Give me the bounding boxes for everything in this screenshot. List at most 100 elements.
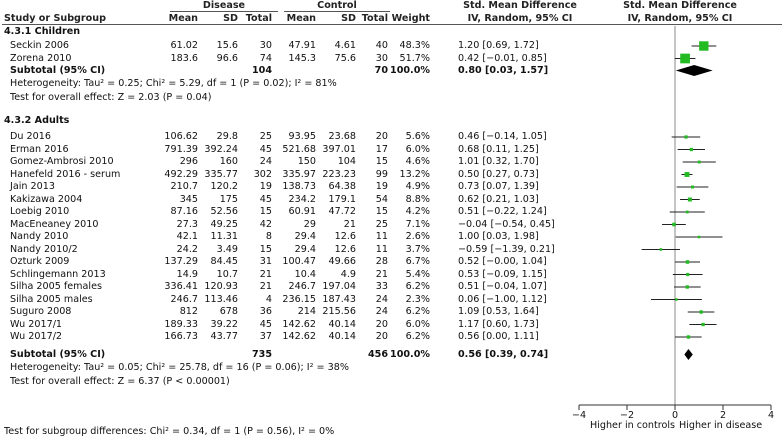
mean1-header: Mean [168, 13, 198, 24]
study-point [701, 322, 705, 327]
disease-total: 19 [259, 181, 272, 192]
disease-mean: 812 [179, 306, 198, 317]
control-sd: 4.61 [334, 40, 356, 51]
study-point [699, 41, 709, 51]
disease-total: 31 [259, 256, 272, 267]
control-group-header: Control [317, 0, 357, 11]
heterogeneity-text: Heterogeneity: Tau² = 0.25; Chi² = 5.29,… [10, 78, 337, 89]
control-sd: 104 [337, 156, 356, 167]
study-ci: 0.62 [0.21, 1.03] [458, 193, 539, 205]
disease-mean: 166.73 [164, 331, 198, 342]
study-ci: −0.04 [−0.54, 0.45] [458, 218, 555, 230]
subtotal-n1: 104 [251, 65, 272, 76]
subtotal-label: Subtotal (95% CI) [10, 349, 106, 360]
control-total: 28 [375, 256, 388, 267]
control-total: 99 [375, 168, 388, 180]
study-point [689, 147, 693, 152]
control-underline [284, 11, 390, 12]
subtotal-weight: 100.0% [390, 65, 430, 76]
study-point [659, 248, 663, 251]
total2-header: Total [361, 13, 388, 24]
disease-total: 4 [265, 293, 272, 305]
study-weight: 8.8% [405, 193, 430, 205]
study-ci: 0.73 [0.07, 1.39] [458, 181, 539, 192]
study-ci: 0.51 [−0.04, 1.07] [458, 281, 547, 292]
control-total: 20 [375, 318, 388, 330]
disease-sd: 52.56 [210, 206, 238, 217]
disease-mean: 183.6 [170, 52, 198, 64]
disease-sd: 39.22 [210, 318, 238, 330]
study-weight: 6.2% [405, 281, 430, 292]
control-sd: 12.6 [334, 243, 356, 255]
study-name: Loebig 2010 [10, 206, 70, 217]
disease-total: 15 [259, 243, 272, 255]
disease-mean: 345 [179, 193, 198, 205]
disease-sd: 678 [219, 306, 238, 317]
study-name: Wu 2017/1 [10, 318, 63, 330]
study-name: Kakizawa 2004 [10, 193, 83, 205]
study-weight: 5.4% [405, 268, 430, 280]
pooled-diamond [675, 65, 713, 76]
disease-sd: 160 [219, 156, 238, 167]
control-total: 11 [375, 243, 388, 255]
disease-mean: 296 [179, 156, 198, 167]
subtotal-ci: 0.80 [0.03, 1.57] [458, 65, 549, 76]
control-sd: 64.38 [328, 181, 356, 192]
disease-total: 24 [259, 156, 272, 167]
control-total: 40 [375, 40, 388, 51]
study-weight: 4.9% [405, 181, 430, 192]
control-mean: 47.91 [288, 40, 316, 51]
study-ci: 0.50 [0.27, 0.73] [458, 168, 539, 180]
control-mean: 150 [297, 156, 316, 167]
disease-mean: 137.29 [164, 256, 198, 267]
study-point [684, 135, 688, 139]
study-weight: 7.1% [405, 218, 430, 230]
disease-group-header: Disease [202, 0, 246, 11]
study-name: Silha 2005 females [10, 281, 102, 292]
smd-column-subtitle: IV, Random, 95% CI [467, 13, 573, 24]
disease-total: 25 [259, 131, 272, 142]
study-name: Nandy 2010/2 [10, 243, 78, 255]
disease-sd: 43.77 [210, 331, 238, 342]
study-weight: 4.6% [405, 156, 430, 167]
control-total: 33 [375, 281, 388, 292]
control-mean: 145.3 [288, 52, 316, 64]
study-name: Erman 2016 [10, 143, 69, 155]
control-mean: 29 [303, 218, 316, 230]
disease-mean: 106.62 [164, 131, 198, 142]
plot-title: Std. Mean Difference [623, 0, 737, 11]
study-name: Silha 2005 males [10, 293, 93, 305]
control-sd: 40.14 [328, 318, 356, 330]
study-name: Hanefeld 2016 - serum [10, 168, 121, 180]
control-mean: 246.7 [288, 281, 316, 292]
study-point [672, 222, 676, 227]
study-weight: 6.7% [405, 256, 430, 267]
subtotal-n2: 456 [367, 349, 388, 360]
x-label-left: Higher in controls [590, 420, 675, 431]
x-label-right: Higher in disease [679, 420, 763, 431]
control-sd: 197.04 [322, 281, 356, 292]
disease-sd: 3.49 [216, 243, 238, 255]
subgroup-heading: 4.3.1 Children [4, 26, 81, 37]
study-point [685, 260, 690, 264]
study-ci: 1.09 [0.53, 1.64] [458, 306, 539, 317]
disease-mean: 791.39 [164, 143, 198, 155]
control-total: 20 [375, 331, 388, 342]
study-point [697, 160, 701, 164]
study-ci: 0.53 [−0.09, 1.15] [458, 268, 547, 280]
control-sd: 4.9 [340, 268, 356, 280]
disease-total: 45 [259, 193, 272, 205]
study-point [699, 310, 703, 314]
study-point [686, 272, 690, 277]
study-ci: 0.52 [−0.00, 1.04] [458, 256, 547, 267]
control-mean: 214 [297, 306, 316, 317]
study-point [685, 210, 689, 214]
study-ci: 0.06 [−1.00, 1.12] [458, 293, 547, 305]
study-ci: 1.20 [0.69, 1.72] [458, 40, 539, 51]
disease-sd: 15.6 [216, 40, 238, 51]
subgroup-differences-text: Test for subgroup differences: Chi² = 0.… [4, 426, 335, 437]
plot-subtitle: IV, Random, 95% CI [627, 13, 733, 24]
study-name: MacEneaney 2010 [10, 218, 99, 230]
study-weight: 6.2% [405, 306, 430, 317]
